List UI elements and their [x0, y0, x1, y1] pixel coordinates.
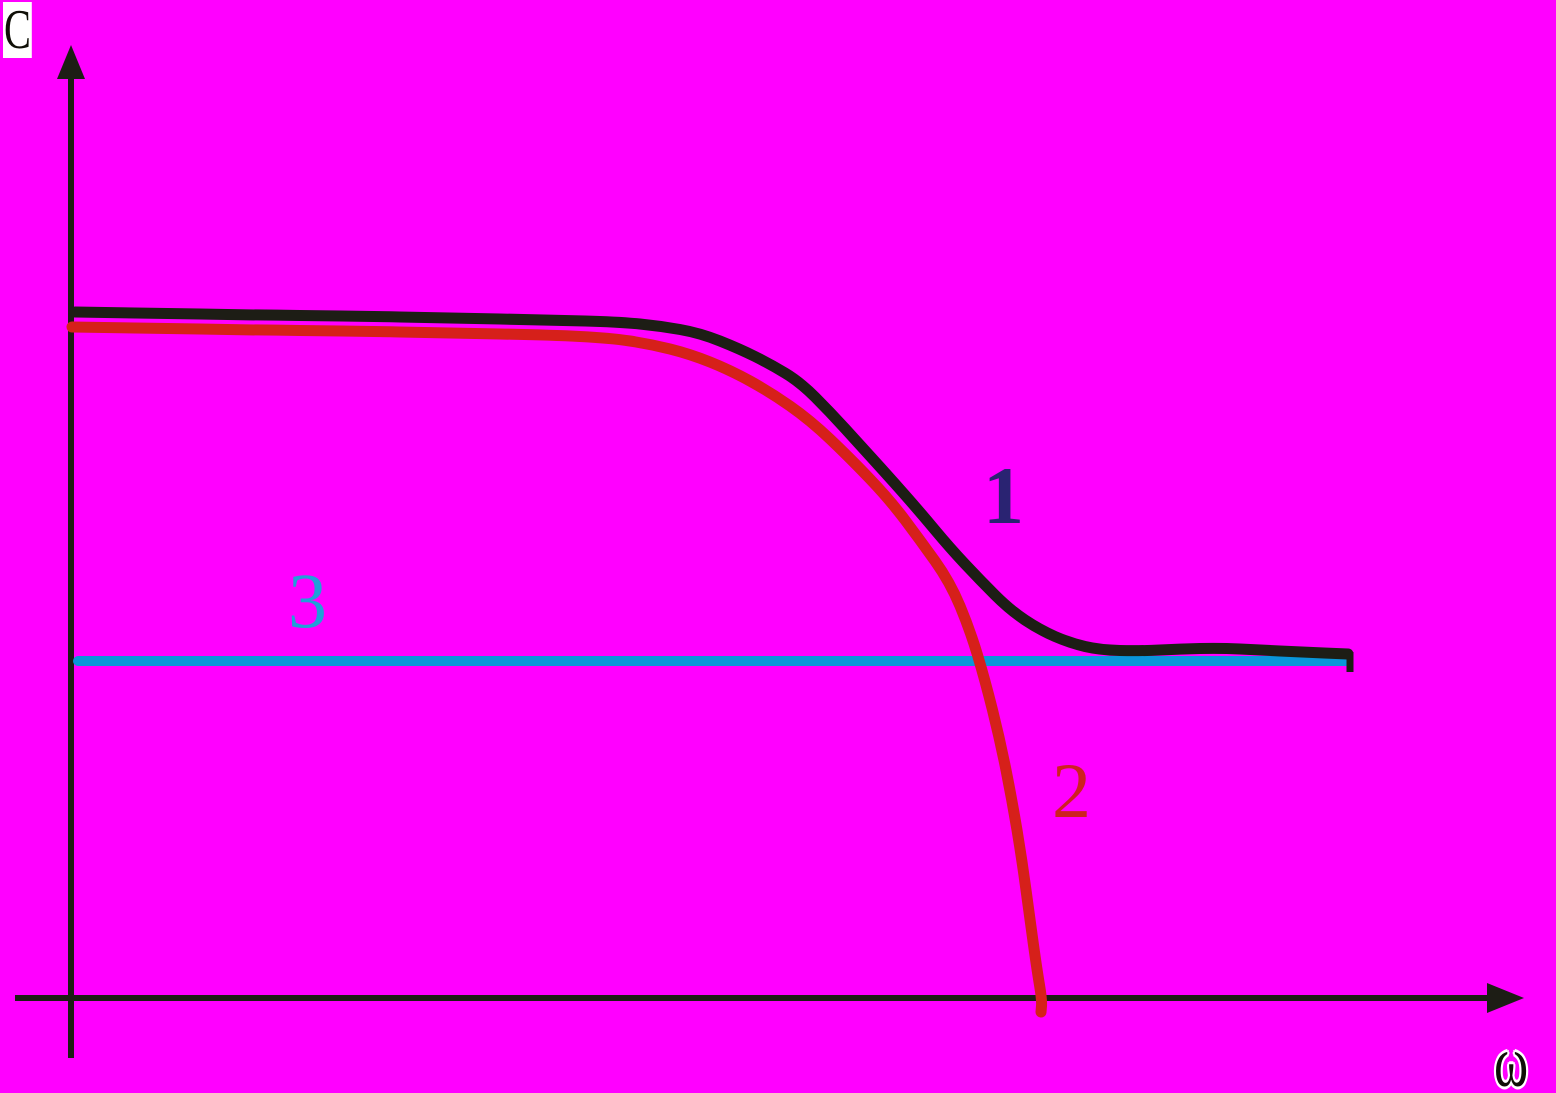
curve-1 — [69, 306, 1354, 660]
x-axis-arrowhead-icon — [1487, 983, 1524, 1013]
curve-3-label: 3 — [288, 557, 327, 644]
y-axis-label: C — [3, 0, 32, 61]
curve-2-label: 2 — [1052, 747, 1091, 834]
curve-1-label: 1 — [983, 450, 1024, 541]
curve-2 — [66, 321, 1048, 1018]
x-axis-label: ω — [1494, 1022, 1529, 1093]
y-axis-arrowhead-icon — [57, 45, 85, 79]
